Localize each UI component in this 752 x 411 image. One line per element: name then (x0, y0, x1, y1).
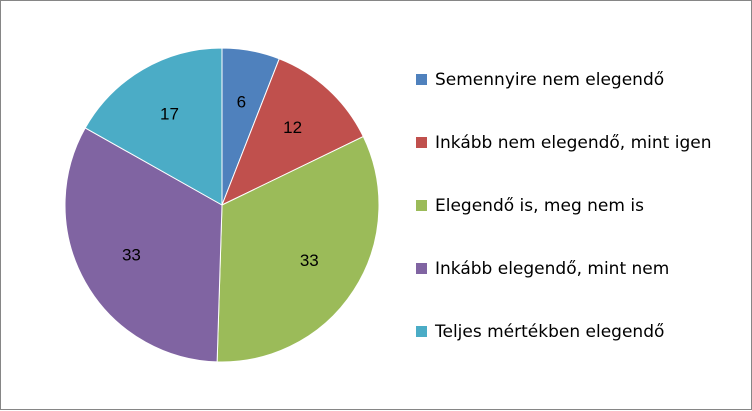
legend-label-4: Inkább elegendő, mint nem (435, 258, 670, 279)
legend-label-5: Teljes mértékben elegendő (435, 321, 665, 342)
data-label-5: 17 (160, 105, 179, 124)
pie-slice-3 (216, 135, 380, 363)
legend-item-2: Inkább nem elegendő, mint igen (416, 130, 746, 155)
pie-slice-4 (64, 127, 223, 363)
legend-swatch-2 (416, 137, 427, 148)
legend-swatch-1 (416, 74, 427, 85)
legend-label-1: Semennyire nem elegendő (435, 69, 665, 90)
data-label-3: 33 (300, 251, 319, 270)
pie-data-labels: 6 12 33 33 17 (122, 92, 319, 270)
pie-slice-2 (221, 58, 364, 207)
data-label-1: 6 (237, 92, 246, 111)
legend-item-1: Semennyire nem elegendő (416, 67, 746, 92)
data-label-4: 33 (122, 246, 141, 265)
legend-swatch-3 (416, 200, 427, 211)
legend-item-4: Inkább elegendő, mint nem (416, 256, 746, 281)
legend-item-3: Elegendő is, meg nem is (416, 193, 746, 218)
pie-slice-5 (84, 47, 223, 206)
legend-label-2: Inkább nem elegendő, mint igen (435, 132, 712, 153)
legend-swatch-4 (416, 263, 427, 274)
legend-label-3: Elegendő is, meg nem is (435, 195, 644, 216)
legend-swatch-5 (416, 326, 427, 337)
data-label-2: 12 (283, 118, 302, 137)
pie-slices (64, 47, 380, 363)
legend-item-5: Teljes mértékben elegendő (416, 319, 746, 344)
chart-legend: Semennyire nem elegendő Inkább nem elegen… (416, 67, 746, 382)
